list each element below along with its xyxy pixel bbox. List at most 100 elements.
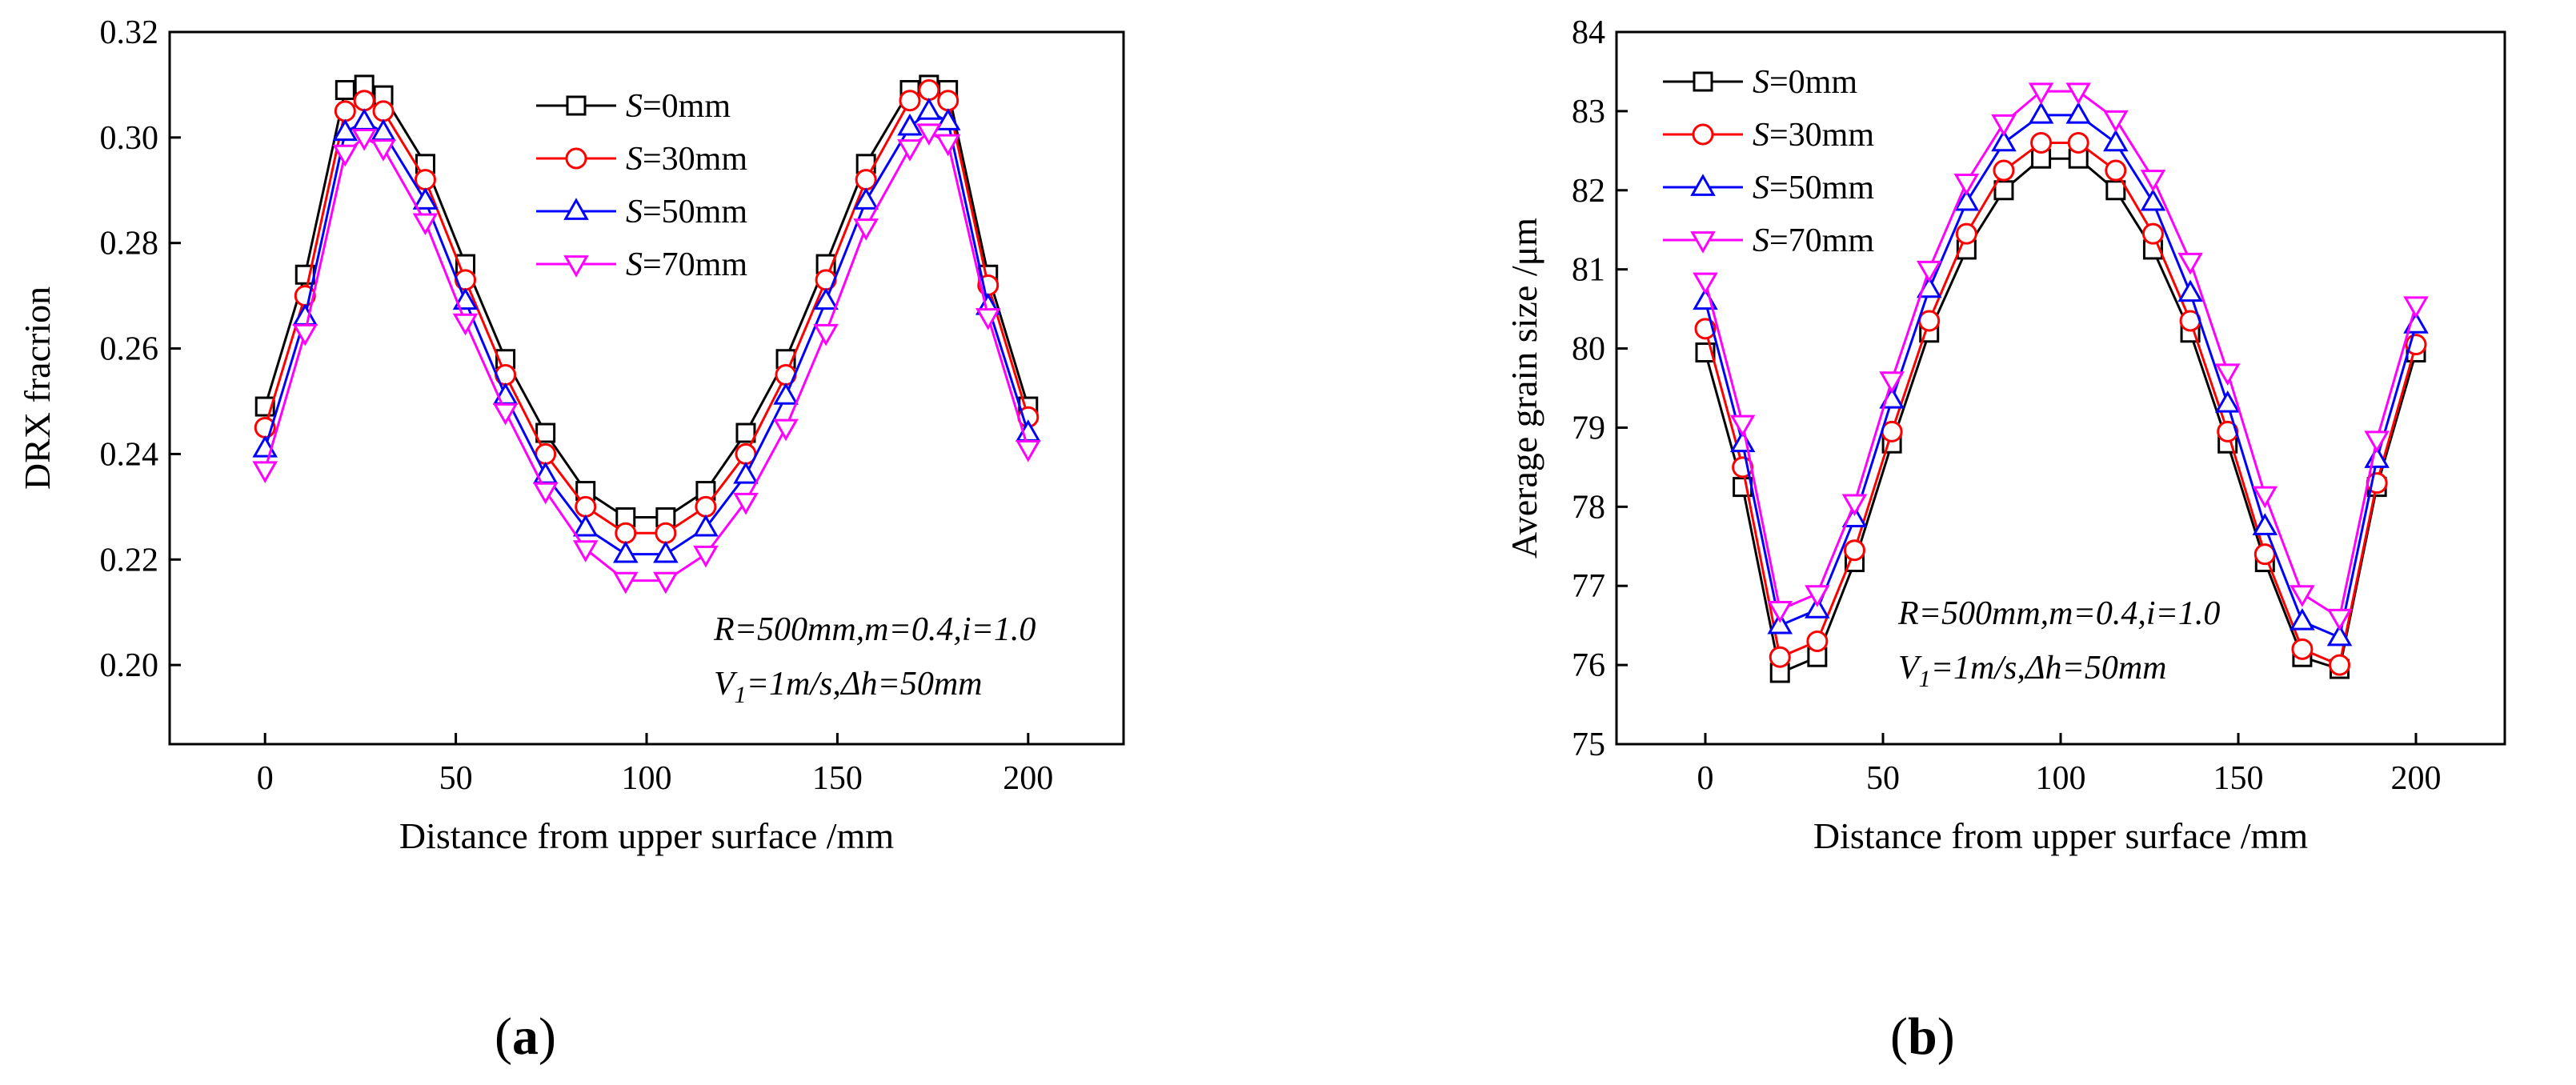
chart-b-ytick-label: 79: [1572, 410, 1605, 446]
chart-b-data-point: [2140, 188, 2166, 211]
chart-a-data-point: [492, 402, 519, 426]
chart-a-data-point: [532, 462, 559, 484]
chart-a-legend-marker: [563, 255, 589, 278]
chart-b-xtick-label: 0: [1697, 760, 1714, 797]
panel-label-b: (b): [1890, 1007, 1955, 1067]
chart-b-data-point: [2252, 486, 2278, 509]
chart-b-xtick-label: 150: [2213, 760, 2264, 797]
chart-b-data-point: [1769, 646, 1791, 668]
chart-b-xtick-label: 100: [2036, 760, 2086, 797]
chart-b-series-3: [1693, 82, 2429, 631]
chart-a-ytick-label: 0.20: [100, 647, 159, 684]
chart-b-legend-marker: [1692, 123, 1714, 146]
chart-a-series-3: [252, 123, 1041, 595]
chart-a-data-point: [695, 495, 717, 518]
chart-b-data-point: [1953, 188, 1980, 211]
chart-b-data-point: [2214, 390, 2241, 413]
chart-b-legend-marker: [1690, 231, 1716, 254]
chart-b-legend: S=0mm S=30mm S=50mm S=70mm: [1663, 64, 1874, 259]
chart-b-data-point: [1805, 585, 1830, 607]
chart-b-data-point: [2103, 110, 2129, 133]
panel-label-b-open: (: [1890, 1007, 1908, 1066]
chart-a-xtick-label: 0: [257, 760, 274, 797]
chart-a-data-point: [332, 144, 359, 167]
chart-b-data-point: [2290, 607, 2315, 631]
chart-a-data-point: [414, 169, 436, 191]
chart-a-data-point: [733, 462, 759, 484]
chart-b-data-point: [1918, 310, 1941, 332]
chart-a-data-point: [773, 382, 799, 405]
chart-b-xtick-label: 200: [2391, 760, 2442, 797]
panel-label-b-letter: b: [1907, 1007, 1937, 1066]
chart-a-data-point: [334, 100, 356, 122]
panel-label-b-close: ): [1937, 1007, 1955, 1066]
chart-a-data-point: [899, 90, 921, 112]
panel-label-a-letter: a: [511, 1007, 539, 1066]
chart-a-data-point: [735, 422, 756, 443]
chart-b-data-point: [1693, 272, 1718, 295]
chart-a-data-point: [773, 418, 799, 442]
chart-b-data-point: [2103, 129, 2129, 152]
panel-label-a-open: (: [495, 1007, 512, 1066]
chart-a-data-point: [935, 134, 961, 157]
chart-a-data-point: [615, 522, 637, 544]
chart-a-xtick-label: 100: [622, 760, 672, 797]
chart-a-data-point: [452, 313, 479, 336]
chart-a-data-point: [353, 90, 375, 112]
chart-b-data-point: [2065, 82, 2091, 105]
chart-a-data-point: [916, 98, 942, 120]
chart-a-ytick-label: 0.22: [100, 542, 159, 579]
chart-a-data-point: [897, 113, 923, 136]
chart-a-legend-label: S=70mm: [626, 246, 747, 283]
chart-b-data-point: [1916, 260, 1942, 283]
chart-b-data-point: [2364, 430, 2390, 454]
chart-a-data-point: [335, 80, 355, 101]
chart-a-legend: S=0mm S=30mm S=50mm S=70mm: [536, 88, 747, 283]
chart-a-series-line: [263, 88, 1030, 534]
chart-b-series-line: [1704, 141, 2418, 667]
chart-b-ytick-label: 81: [1572, 252, 1605, 289]
chart-a-legend-marker: [565, 147, 587, 170]
chart-a-ytick-label: 0.32: [100, 14, 159, 51]
chart-b-data-point: [1993, 159, 2015, 182]
chart-a-data-point: [572, 540, 599, 563]
chart-b-data-point: [2030, 131, 2053, 154]
chart-b-grain-size: 75 76 77 78 79 80 81 82 83 84 0 50 100 150 200 Distance…: [1504, 14, 2506, 856]
chart-a-drx-fraction: 0.20 0.22 0.24 0.26 0.28 0.30 0.32 0 50 100 150 200…: [17, 14, 1125, 856]
chart-b-data-point: [2028, 82, 2054, 105]
chart-a-data-point: [372, 100, 395, 122]
chart-b-data-point: [2252, 513, 2278, 535]
chart-a-data-point: [412, 187, 439, 210]
chart-b-data-point: [1767, 611, 1793, 635]
chart-a-data-point: [935, 108, 961, 130]
chart-a-data-point: [813, 287, 839, 310]
chart-b-data-point: [2326, 623, 2353, 647]
chart-a-data-point: [292, 323, 318, 346]
chart-a-data-point: [813, 323, 839, 346]
chart-a-data-point: [572, 514, 599, 537]
chart-a-data-point: [1016, 439, 1041, 462]
chart-a-xlabel: Distance from upper surface /mm: [399, 815, 894, 856]
chart-a-data-point: [653, 571, 679, 595]
chart-b-legend-marker: [1690, 174, 1716, 196]
chart-b-xtick-label: 50: [1866, 760, 1900, 797]
chart-a-data-point: [351, 108, 377, 130]
chart-b-series-1: [1694, 131, 2427, 676]
chart-b-legend-label: S=0mm: [1753, 64, 1857, 101]
chart-b-xlabel: Distance from upper surface /mm: [1813, 815, 2308, 856]
chart-b-data-point: [1841, 494, 1868, 517]
chart-a-data-point: [733, 492, 759, 515]
chart-a-data-point: [655, 522, 677, 544]
chart-b-data-point: [2065, 102, 2091, 124]
chart-a-data-point: [252, 461, 278, 483]
chart-b-legend-label: S=50mm: [1753, 170, 1874, 206]
chart-b-data-point: [2028, 102, 2054, 124]
chart-a-data-point: [937, 90, 959, 112]
chart-a-data-point: [916, 123, 942, 146]
chart-a-data-point: [853, 187, 879, 210]
chart-a-data-point: [653, 540, 679, 563]
chart-b-ytick-label: 83: [1572, 94, 1605, 130]
chart-a-ytick-label: 0.30: [100, 120, 159, 157]
chart-b-data-point: [2067, 131, 2089, 154]
chart-b-annotation: V1=1m/s,Δh=50mm: [1898, 650, 2167, 692]
